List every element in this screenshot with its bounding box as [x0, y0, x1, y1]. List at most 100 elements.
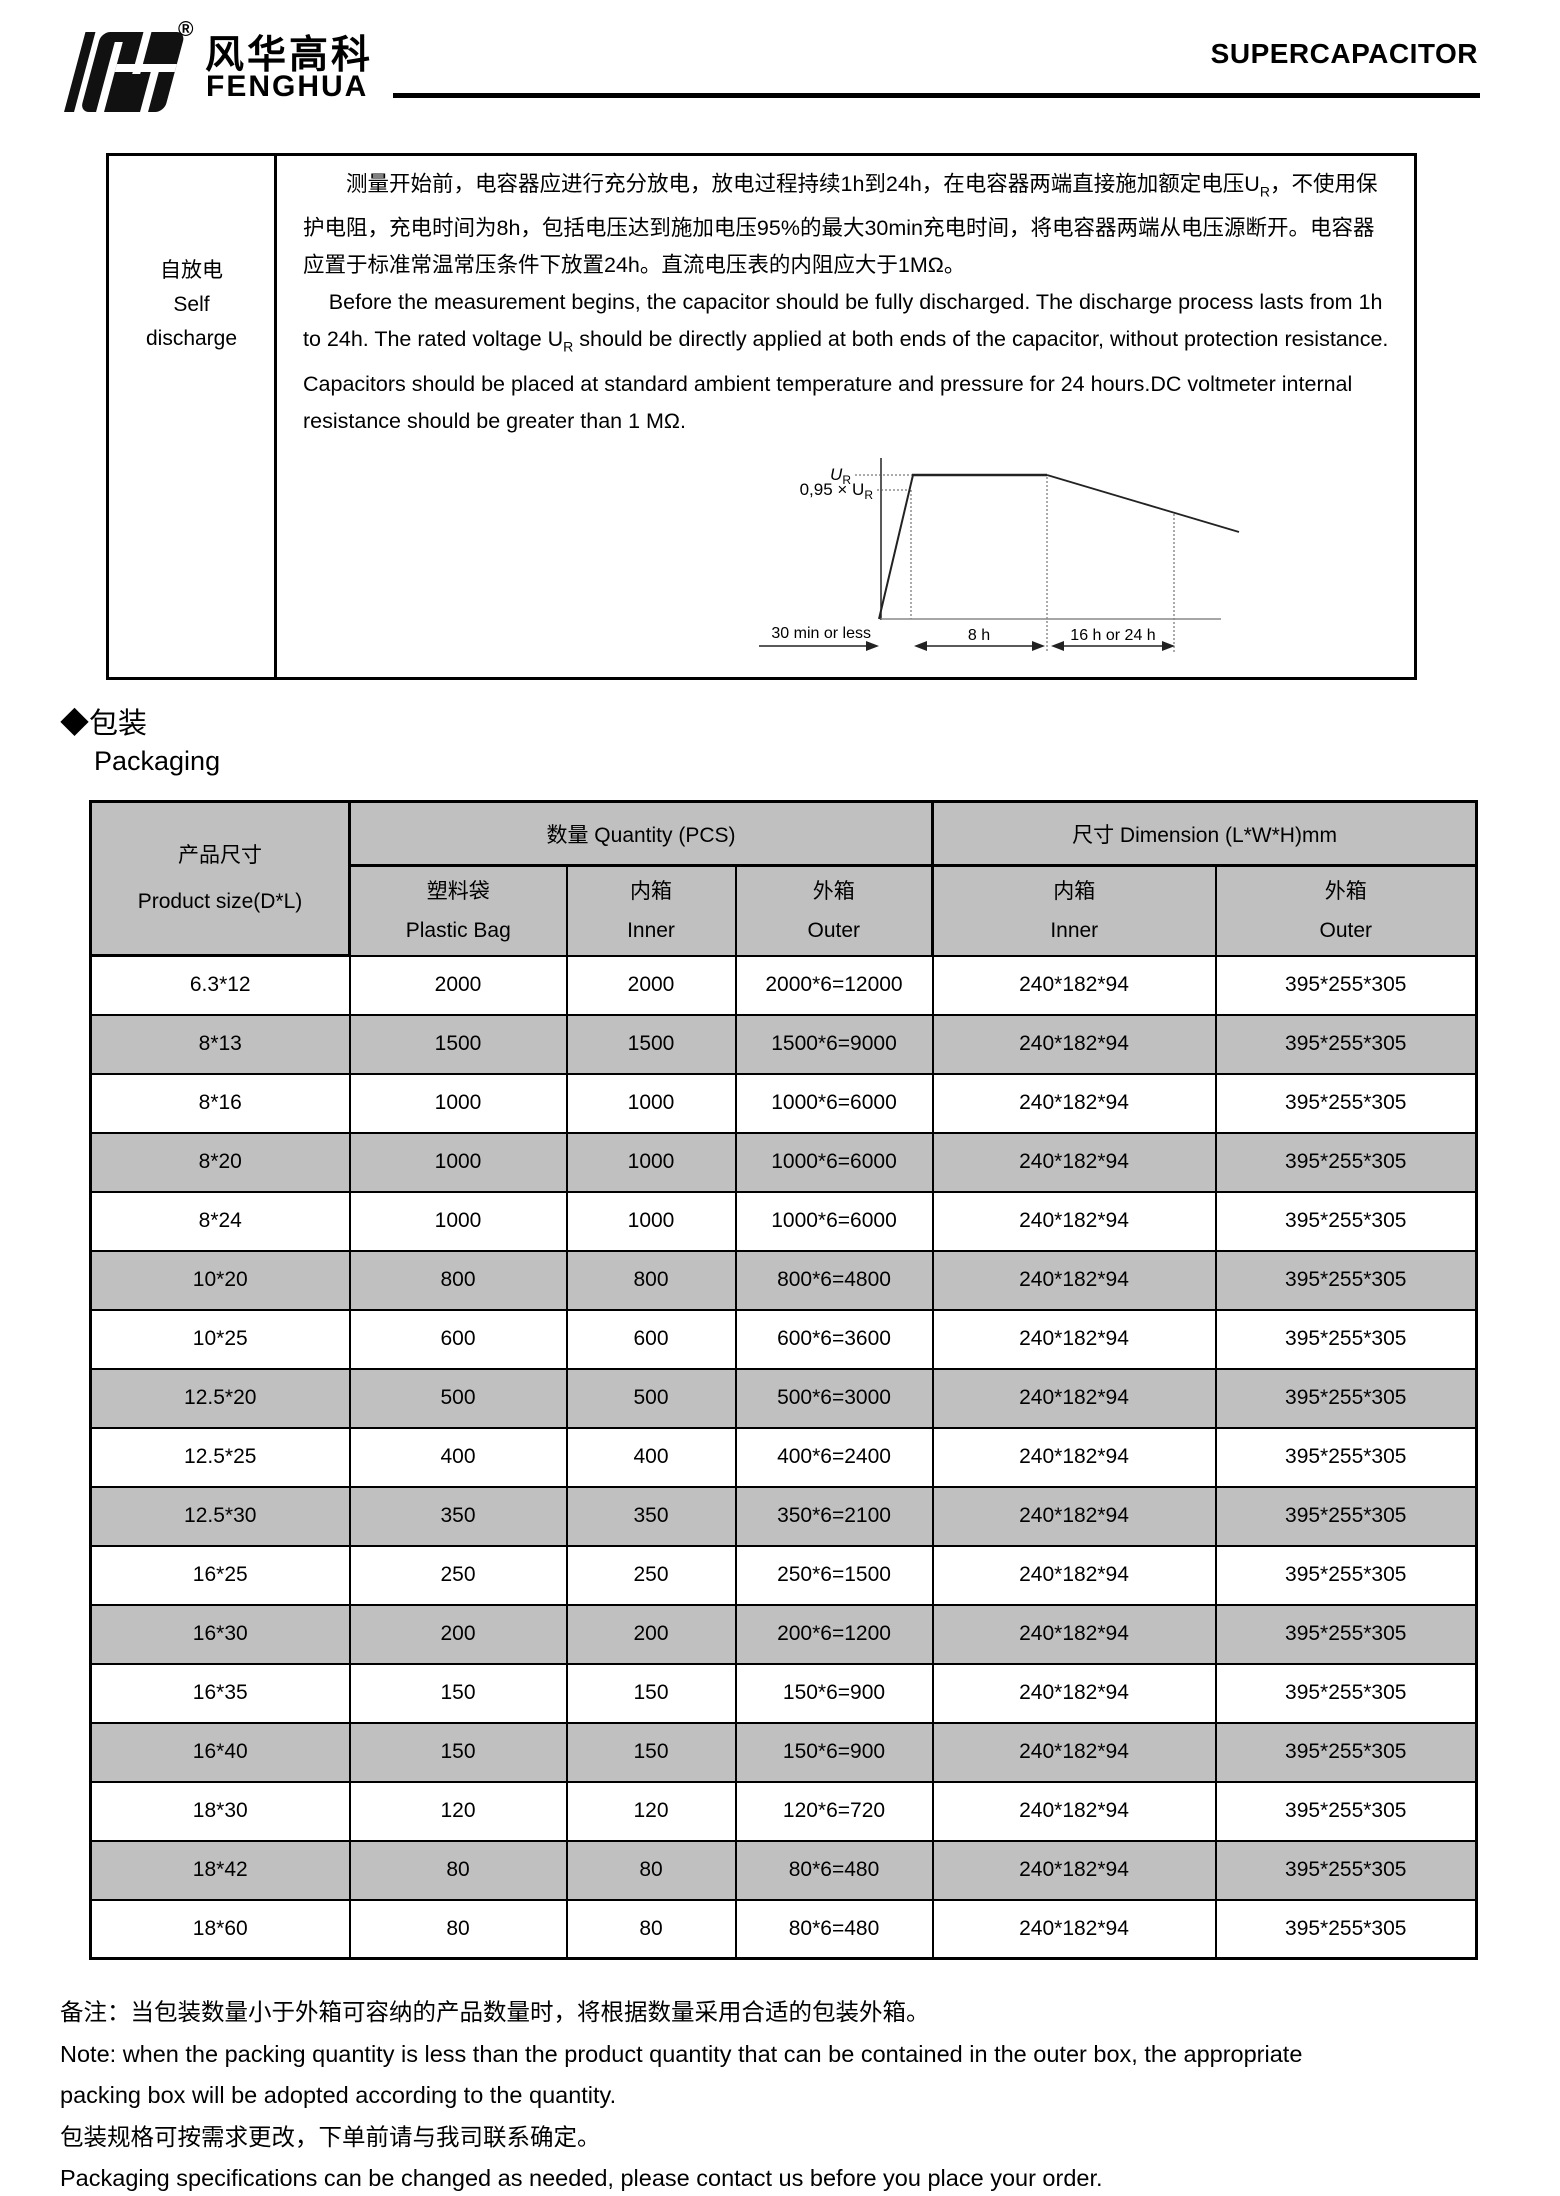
- table-cell: 200: [348, 1603, 568, 1665]
- table-cell: 600: [348, 1308, 568, 1370]
- table-cell: 80: [565, 1839, 737, 1901]
- table-cell: 200: [565, 1603, 737, 1665]
- table-row: 8*20 1000 1000 1000*6=6000 240*182*94 395*255…: [89, 1131, 1478, 1193]
- header-product-size: 产品尺寸 Product size(D*L): [89, 800, 351, 957]
- table-cell: 395*255*305: [1214, 1072, 1478, 1134]
- table-cell: 1000: [348, 1190, 568, 1252]
- table-cell: 150: [565, 1662, 737, 1724]
- table-cell: 1000*6=6000: [734, 1072, 934, 1134]
- packaging-heading-en: Packaging: [94, 746, 221, 776]
- table-cell: 500: [348, 1367, 568, 1429]
- fenghua-logo-mark: [64, 32, 184, 112]
- table-cell: 1500: [348, 1013, 568, 1075]
- header-inner-qty: 内箱 Inner: [565, 864, 737, 957]
- header-plastic-bag: 塑料袋 Plastic Bag: [348, 864, 568, 957]
- table-cell: 395*255*305: [1214, 1131, 1478, 1193]
- table-cell: 8*20: [89, 1131, 351, 1193]
- table-row: 18*30 120 120 120*6=720 240*182*94 395*255*30…: [89, 1780, 1478, 1842]
- packaging-heading-cn: ◆包装: [60, 708, 148, 740]
- table-cell: 395*255*305: [1214, 1603, 1478, 1665]
- table-cell: 400: [565, 1426, 737, 1488]
- table-cell: 600*6=3600: [734, 1308, 934, 1370]
- diagram-label-30min: 30 min or less: [771, 625, 871, 642]
- table-cell: 250: [348, 1544, 568, 1606]
- table-cell: 395*255*305: [1214, 1721, 1478, 1783]
- table-cell: 240*182*94: [931, 1662, 1217, 1724]
- table-cell: 120: [348, 1780, 568, 1842]
- table-cell: 1000*6=6000: [734, 1131, 934, 1193]
- table-cell: 200*6=1200: [734, 1603, 934, 1665]
- table-row: 12.5*20 500 500 500*6=3000 240*182*94 395*255…: [89, 1367, 1478, 1429]
- table-cell: 395*255*305: [1214, 1662, 1478, 1724]
- table-row: 10*25 600 600 600*6=3600 240*182*94 395*255*3…: [89, 1308, 1478, 1370]
- table-cell: 6.3*12: [89, 954, 351, 1016]
- self-discharge-text-en: Before the measurement begins, the capac…: [303, 290, 1389, 433]
- table-cell: 395*255*305: [1214, 1485, 1478, 1547]
- diagram-label-16h24h: 16 h or 24 h: [1070, 627, 1155, 644]
- header-quantity-group: 数量 Quantity (PCS): [348, 800, 934, 867]
- table-row: 6.3*12 2000 2000 2000*6=12000 240*182*94 395*…: [89, 954, 1478, 1016]
- table-cell: 600: [565, 1308, 737, 1370]
- table-cell: 16*40: [89, 1721, 351, 1783]
- arrowhead-16h24h-left: [1051, 640, 1064, 651]
- table-cell: 350: [348, 1485, 568, 1547]
- table-cell: 80*6=480: [734, 1898, 934, 1960]
- table-cell: 150: [348, 1721, 568, 1783]
- table-cell: 240*182*94: [931, 1485, 1217, 1547]
- header-product-size-cn: 产品尺寸: [178, 843, 262, 867]
- table-cell: 800*6=4800: [734, 1249, 934, 1311]
- arrowhead-8h-right: [1032, 640, 1045, 651]
- curve-self-discharge: [1046, 473, 1240, 533]
- table-cell: 800: [565, 1249, 737, 1311]
- table-row: 10*20 800 800 800*6=4800 240*182*94 395*255*3…: [89, 1249, 1478, 1311]
- table-cell: 12.5*20: [89, 1367, 351, 1429]
- table-cell: 395*255*305: [1214, 1839, 1478, 1901]
- table-cell: 395*255*305: [1214, 1898, 1478, 1960]
- table-cell: 250*6=1500: [734, 1544, 934, 1606]
- table-row: 16*30 200 200 200*6=1200 240*182*94 395*255*3…: [89, 1603, 1478, 1665]
- table-cell: 250: [565, 1544, 737, 1606]
- table-cell: 500*6=3000: [734, 1367, 934, 1429]
- header-product-size-en: Product size(D*L): [137, 889, 303, 913]
- table-cell: 395*255*305: [1214, 1367, 1478, 1429]
- table-cell: 12.5*25: [89, 1426, 351, 1488]
- table-cell: 150: [565, 1721, 737, 1783]
- table-cell: 395*255*305: [1214, 1308, 1478, 1370]
- brand-name-cn: 风华高科: [205, 34, 374, 77]
- table-cell: 2000*6=12000: [734, 954, 934, 1016]
- table-cell: 12.5*30: [89, 1485, 351, 1547]
- arrowhead-8h-left: [914, 640, 927, 651]
- table-cell: 1000: [565, 1131, 737, 1193]
- table-cell: 240*182*94: [931, 1721, 1217, 1783]
- note-line-cn-2: 包装规格可按需求更改，下单前请与我司联系确定。: [60, 2123, 601, 2150]
- header-divider: [393, 93, 1480, 98]
- table-cell: 240*182*94: [931, 1013, 1217, 1075]
- table-cell: 240*182*94: [931, 1131, 1217, 1193]
- table-cell: 16*25: [89, 1544, 351, 1606]
- header-group-row: 产品尺寸 Product size(D*L) 数量 Quantity (PCS)…: [89, 800, 1478, 957]
- registered-trademark-icon: ®: [178, 18, 194, 41]
- self-discharge-table: 自放电 Self discharge 测量开始前，电容器应进行充分放电，放电过程…: [106, 153, 1417, 680]
- table-row: 16*40 150 150 150*6=900 240*182*94 395*255*30…: [89, 1721, 1478, 1783]
- page-title: SUPERCAPACITOR: [1210, 38, 1478, 69]
- table-cell: 1000: [565, 1072, 737, 1134]
- table-cell: 350: [565, 1485, 737, 1547]
- footer-notes: 备注：当包装数量小于外箱可容纳的产品数量时，将根据数量采用合适的包装外箱。 No…: [60, 1992, 1510, 2196]
- table-cell: 240*182*94: [931, 1544, 1217, 1606]
- self-discharge-text-cn: 测量开始前，电容器应进行充分放电，放电过程持续1h到24h，在电容器两端直接施加…: [303, 172, 1378, 278]
- table-cell: 10*20: [89, 1249, 351, 1311]
- self-discharge-label-en1: Self: [173, 293, 210, 316]
- table-row: 12.5*25 400 400 400*6=2400 240*182*94 395*255…: [89, 1426, 1478, 1488]
- brand-name-en: FENGHUA: [206, 70, 369, 103]
- table-cell: 400: [348, 1426, 568, 1488]
- table-cell: 395*255*305: [1214, 1013, 1478, 1075]
- table-cell: 395*255*305: [1214, 954, 1478, 1016]
- header-outer-dim: 外箱 Outer: [1214, 864, 1478, 957]
- packaging-table-body: 6.3*12 2000 2000 2000*6=12000 240*182*94 395*…: [89, 954, 1478, 1960]
- table-cell: 16*35: [89, 1662, 351, 1724]
- curve-charge-rise: [878, 474, 914, 619]
- diagram-label-ur: UR: [830, 465, 851, 487]
- table-cell: 2000: [565, 954, 737, 1016]
- self-discharge-content-cell: 测量开始前，电容器应进行充分放电，放电过程持续1h到24h，在电容器两端直接施加…: [277, 156, 1414, 677]
